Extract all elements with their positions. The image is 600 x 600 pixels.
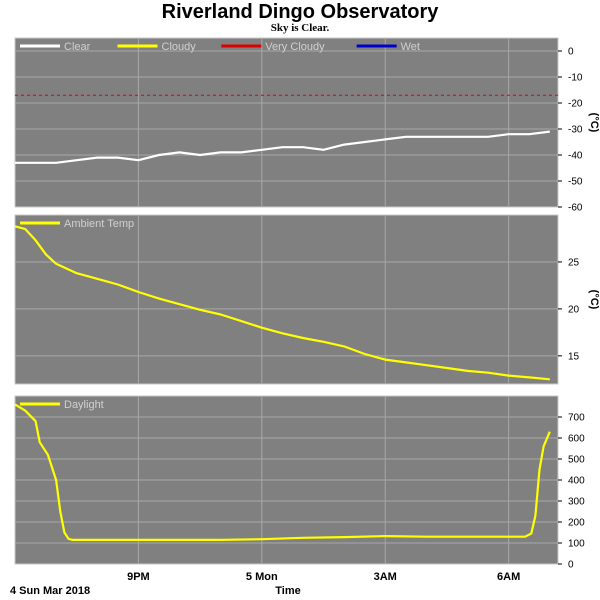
series-line-daylight xyxy=(14,403,551,542)
y-tick-label: 300 xyxy=(568,497,585,508)
y-tick-label: -40 xyxy=(568,151,583,162)
y-tick-label: 500 xyxy=(568,455,585,466)
y-tick-label: 100 xyxy=(568,539,585,550)
series-line-clear xyxy=(15,130,550,164)
panel-1-background xyxy=(14,37,559,208)
x-tick-label: 5 Mon xyxy=(246,571,278,583)
legend-label: Daylight xyxy=(64,399,104,411)
legend-label: Cloudy xyxy=(162,41,197,53)
y-tick-label: 15 xyxy=(568,351,580,362)
y-tick-label: 600 xyxy=(568,434,585,445)
series-line-ambient-temp xyxy=(14,225,550,381)
x-axis-label: Time xyxy=(275,585,300,597)
y-tick-label: -10 xyxy=(568,73,583,84)
y-tick-label: 400 xyxy=(568,476,585,487)
legend-label: Very Cloudy xyxy=(265,41,325,53)
x-start-date-label: 4 Sun Mar 2018 xyxy=(10,585,90,597)
y-tick-label: 0 xyxy=(568,560,574,571)
panel-2-background xyxy=(14,214,559,385)
y-tick-label: 20 xyxy=(568,304,580,315)
y-tick-label: -50 xyxy=(568,177,583,188)
y-axis-label: (°C) xyxy=(588,113,600,133)
legend-label: Clear xyxy=(64,41,91,53)
legend-label: Wet xyxy=(401,41,420,53)
x-tick-label: 6AM xyxy=(497,571,520,583)
y-tick-label: 0 xyxy=(568,47,574,58)
sky-status-subtitle: Sky is Clear. xyxy=(270,22,330,34)
y-axis-label: (°C) xyxy=(588,290,600,310)
y-tick-label: -30 xyxy=(568,125,583,136)
y-tick-label: 200 xyxy=(568,518,585,529)
x-tick-label: 9PM xyxy=(127,571,150,583)
x-tick-label: 3AM xyxy=(374,571,397,583)
y-tick-label: -20 xyxy=(568,99,583,110)
y-tick-label: -60 xyxy=(568,203,583,214)
page-title: Riverland Dingo Observatory xyxy=(161,1,439,23)
y-tick-label: 25 xyxy=(568,257,580,268)
y-tick-label: 700 xyxy=(568,413,585,424)
legend-label: Ambient Temp xyxy=(64,218,134,230)
